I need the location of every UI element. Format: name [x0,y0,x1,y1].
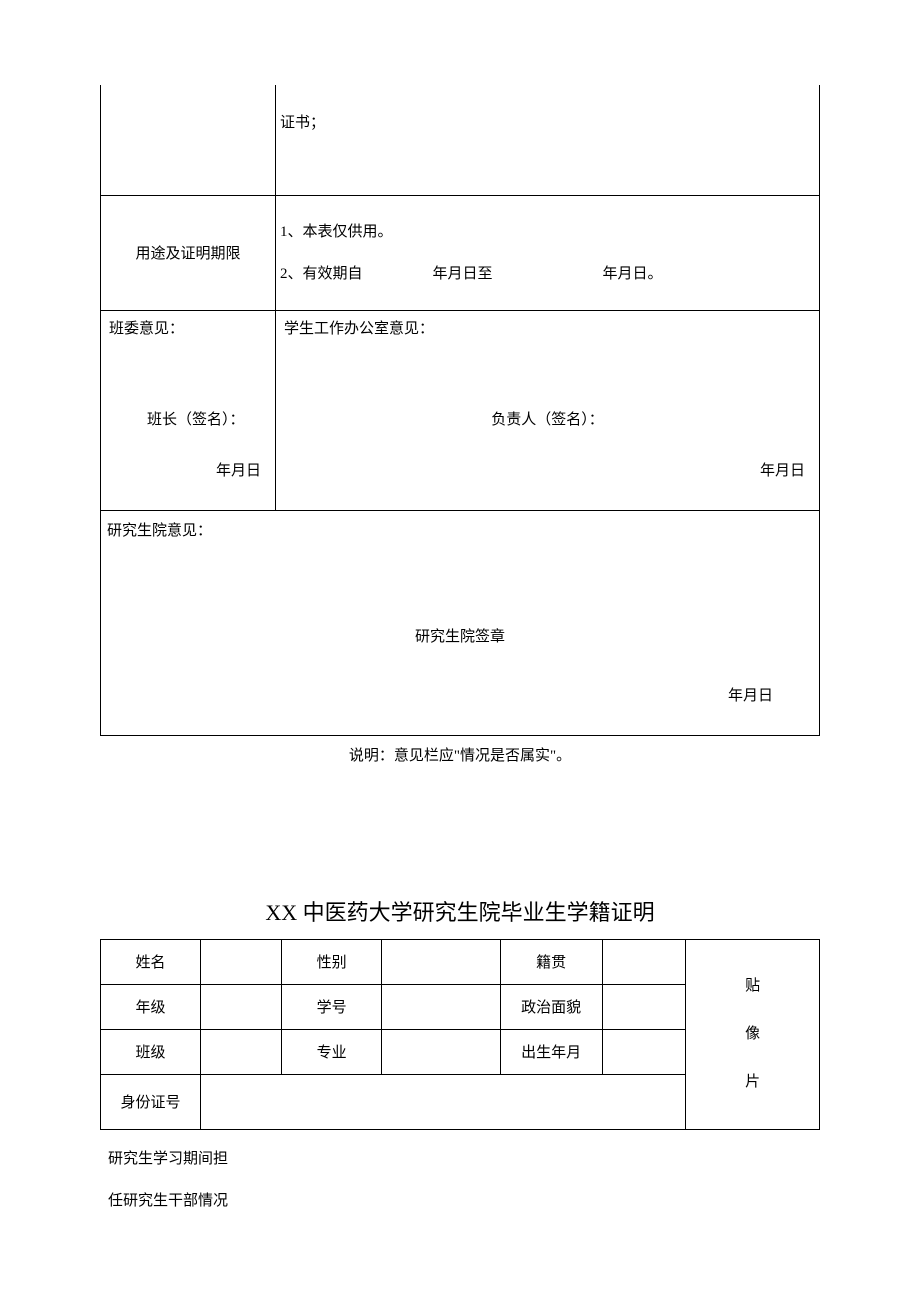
t2-name-value [200,939,281,984]
t2-studentid-value [382,984,500,1029]
class-opinion-cell: 班委意见： 班长（签名）： 年月日 [101,310,276,510]
t2-grade-label: 年级 [101,984,201,1029]
class-sign-line: 班长（签名）： [109,408,267,429]
form-table-1: 证书； 用途及证明期限 1、本表仅供用。 2、有效期自 年月日至 年月日。 班委意见… [100,85,820,736]
photo-l1: 贴 [745,978,760,994]
t2-name-label: 姓名 [101,939,201,984]
t2-gender-label: 性别 [282,939,382,984]
t2-class-label: 班级 [101,1029,201,1074]
row-purpose: 用途及证明期限 1、本表仅供用。 2、有效期自 年月日至 年月日。 [101,195,820,310]
t2-gender-value [382,939,500,984]
purpose-l2b: 年月日至 [433,266,493,282]
cert-label-cell [101,85,276,195]
t2-photo-cell: 贴 像 片 [686,939,820,1129]
photo-l3: 片 [745,1074,760,1090]
t2-class-value [200,1029,281,1074]
cert-value-cell: 证书； [276,85,820,195]
t2-political-value [602,984,686,1029]
grad-opinion-cell: 研究生院意见： 研究生院签章 年月日 [101,510,820,735]
t2-major-label: 专业 [282,1029,382,1074]
t2-idcard-label: 身份证号 [101,1074,201,1129]
row-certificate: 证书； [101,85,820,195]
office-sign-line: 负责人（签名）： [284,408,811,429]
note-text: 说明：意见栏应"情况是否属实"。 [100,744,820,765]
t2-studentid-label: 学号 [282,984,382,1029]
t2-birth-label: 出生年月 [500,1029,602,1074]
purpose-l2c: 年月日。 [603,266,663,282]
purpose-value-cell: 1、本表仅供用。 2、有效期自 年月日至 年月日。 [276,195,820,310]
purpose-label-cell: 用途及证明期限 [101,195,276,310]
purpose-l2a: 2、有效期自 [280,266,363,282]
t2-major-value [382,1029,500,1074]
t2-political-label: 政治面貌 [500,984,602,1029]
form-table-2: 姓名 性别 籍贯 贴 像 片 年级 学号 政治面貌 班级 专业 出生年月 身份证… [100,939,820,1130]
t2-origin-label: 籍贯 [500,939,602,984]
row-opinions: 班委意见： 班长（签名）： 年月日 学生工作办公室意见： 负责人（签名）： 年月… [101,310,820,510]
grad-date-line: 年月日 [107,684,813,705]
below-text: 研究生学习期间担 任研究生干部情况 [100,1138,820,1222]
office-date-line: 年月日 [284,459,811,480]
class-date-line: 年月日 [109,459,267,480]
office-opinion-cell: 学生工作办公室意见： 负责人（签名）： 年月日 [276,310,820,510]
office-opinion-title: 学生工作办公室意见： [284,317,811,338]
below-line2: 任研究生干部情况 [108,1180,820,1222]
row-grad-opinion: 研究生院意见： 研究生院签章 年月日 [101,510,820,735]
t2-origin-value [602,939,686,984]
purpose-line1: 1、本表仅供用。 [280,211,813,253]
t2-idcard-value [200,1074,685,1129]
t2-birth-value [602,1029,686,1074]
purpose-line2: 2、有效期自 年月日至 年月日。 [280,253,813,295]
grad-opinion-title: 研究生院意见： [107,519,813,540]
t2-row1: 姓名 性别 籍贯 贴 像 片 [101,939,820,984]
grad-sign-line: 研究生院签章 [107,625,813,646]
class-opinion-title: 班委意见： [109,317,267,338]
below-line1: 研究生学习期间担 [108,1138,820,1180]
title-2: XX 中医药大学研究生院毕业生学籍证明 [100,895,820,927]
photo-l2: 像 [745,1026,760,1042]
t2-grade-value [200,984,281,1029]
